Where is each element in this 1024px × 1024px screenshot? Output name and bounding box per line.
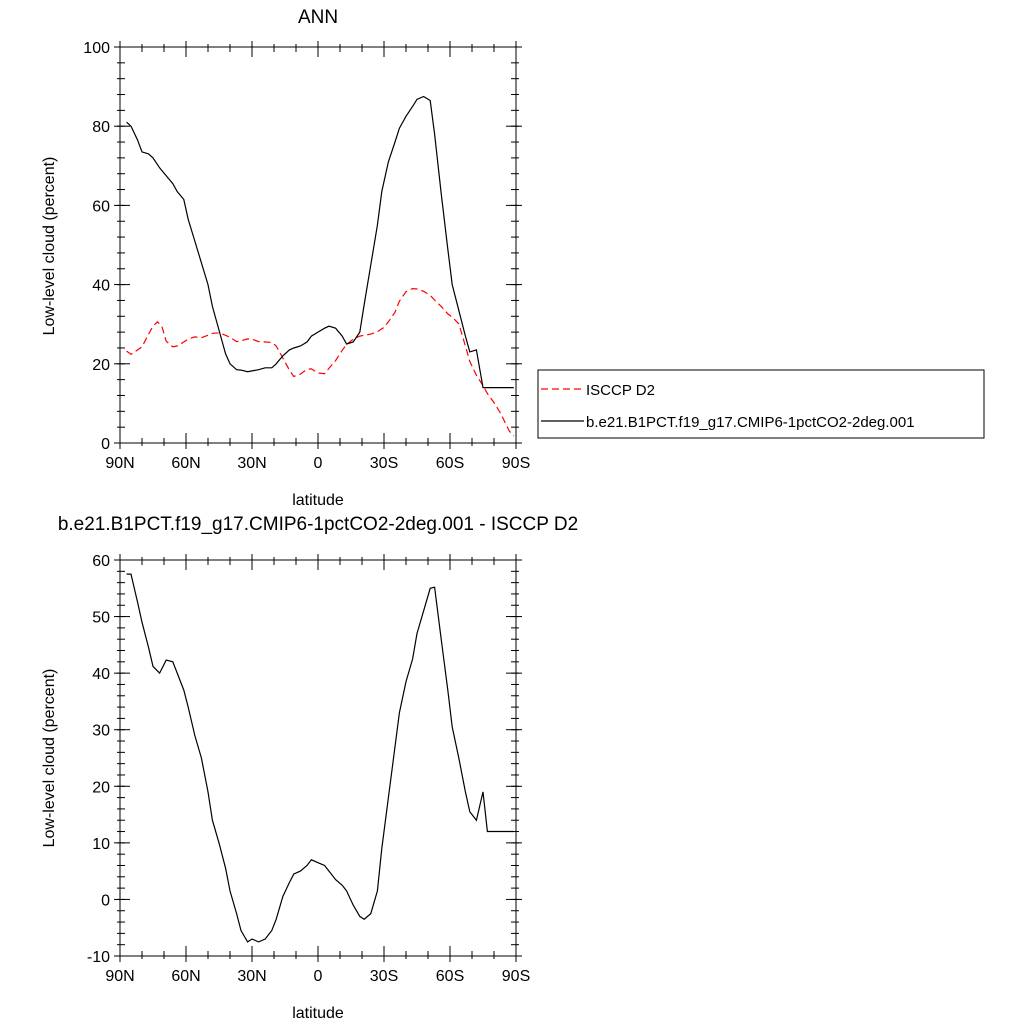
bottom-y-tick-label: 20 xyxy=(92,779,110,796)
bottom-series-group xyxy=(126,573,514,943)
legend: ISCCP D2 b.e21.B1PCT.f19_g17.CMIP6-1pctC… xyxy=(537,369,985,439)
top-y-tick-label: 0 xyxy=(101,436,110,453)
bottom-y-tick-label: 60 xyxy=(92,553,110,570)
top-y-tick-label: 100 xyxy=(83,40,110,57)
bottom-y-tick-label: 30 xyxy=(92,723,110,740)
bottom-x-tick-label: 90N xyxy=(105,968,134,985)
top-x-tick-label: 30N xyxy=(237,455,266,472)
bottom-series-line-model xyxy=(126,573,514,943)
top-plot-frame xyxy=(119,46,517,444)
top-x-tick-label: 90S xyxy=(502,455,530,472)
bottom-chart-title: b.e21.B1PCT.f19_g17.CMIP6-1pctCO2-2deg.0… xyxy=(58,514,578,535)
top-series-line-model xyxy=(126,95,514,389)
bottom-x-tick-label: 0 xyxy=(314,968,323,985)
top-y-tick-label: 40 xyxy=(92,278,110,295)
bottom-x-tick-label: 60N xyxy=(171,968,200,985)
bottom-x-axis-label: latitude xyxy=(292,1005,344,1022)
top-panel: ANN Low-level cloud (percent) latitude 9… xyxy=(41,7,530,509)
bottom-x-tick-label: 30N xyxy=(237,968,266,985)
bottom-y-tick-label: 50 xyxy=(92,610,110,627)
bottom-axis-ticks xyxy=(114,554,522,962)
top-x-tick-label: 60N xyxy=(171,455,200,472)
legend-label-model: b.e21.B1PCT.f19_g17.CMIP6-1pctCO2-2deg.0… xyxy=(586,414,915,431)
bottom-x-tick-label: 90S xyxy=(502,968,530,985)
bottom-y-axis-label: Low-level cloud (percent) xyxy=(41,669,58,848)
top-y-tick-label: 60 xyxy=(92,198,110,215)
top-chart-title: ANN xyxy=(298,7,338,28)
top-x-tick-label: 60S xyxy=(436,455,464,472)
bottom-tick-labels: 90N 60N 30N 0 30S 60S 90S -10 0 10 20 30 40 50 60 xyxy=(87,553,530,985)
top-series-group xyxy=(126,95,515,437)
top-x-tick-label: 30S xyxy=(370,455,398,472)
top-x-tick-label: 0 xyxy=(314,455,323,472)
bottom-plot-frame xyxy=(119,559,517,957)
bottom-y-tick-label: 0 xyxy=(101,892,110,909)
legend-box xyxy=(537,369,985,439)
top-tick-labels: 90N 60N 30N 0 30S 60S 90S 0 20 40 60 80 100 xyxy=(83,40,530,472)
top-y-axis-label: Low-level cloud (percent) xyxy=(41,157,58,336)
top-series-line-isccp xyxy=(126,287,515,437)
top-axis-ticks xyxy=(114,41,522,449)
legend-label-isccp: ISCCP D2 xyxy=(586,382,655,399)
bottom-y-tick-label: -10 xyxy=(87,949,110,966)
top-x-tick-label: 90N xyxy=(105,455,134,472)
bottom-x-tick-label: 30S xyxy=(370,968,398,985)
bottom-panel: b.e21.B1PCT.f19_g17.CMIP6-1pctCO2-2deg.0… xyxy=(41,514,578,1022)
bottom-y-tick-label: 10 xyxy=(92,836,110,853)
bottom-y-tick-label: 40 xyxy=(92,666,110,683)
bottom-x-tick-label: 60S xyxy=(436,968,464,985)
top-x-axis-label: latitude xyxy=(292,492,344,509)
top-y-tick-label: 20 xyxy=(92,357,110,374)
top-y-tick-label: 80 xyxy=(92,119,110,136)
